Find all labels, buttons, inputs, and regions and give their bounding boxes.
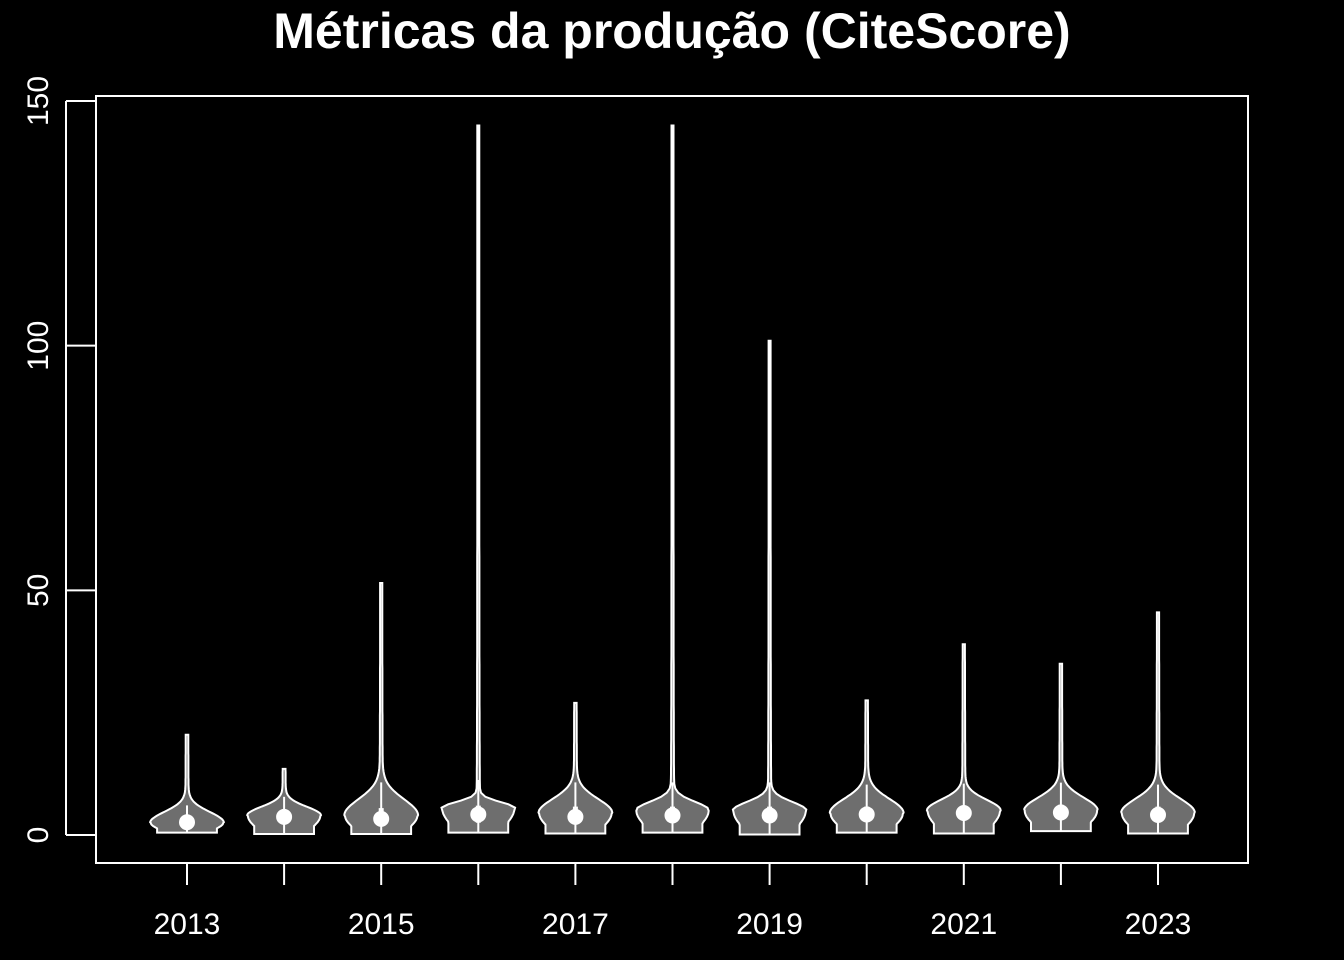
- median-point-2017: [567, 808, 584, 825]
- median-point-2016: [470, 806, 487, 823]
- median-point-2020: [858, 806, 875, 823]
- y-tick-label: 50: [22, 574, 55, 607]
- y-axis: 0 50 100 150: [22, 76, 96, 843]
- violin-2021: [925, 643, 1002, 835]
- y-tick-label: 0: [22, 827, 55, 844]
- violin-2023: [1120, 611, 1196, 835]
- median-point-2015: [373, 810, 390, 827]
- median-point-2022: [1052, 804, 1069, 821]
- x-axis: 2013 2015 2017 2019 2021 2023: [154, 862, 1192, 941]
- violin-2016: [440, 124, 517, 834]
- violins-group: [148, 124, 1196, 836]
- x-tick-label: 2013: [154, 908, 221, 941]
- x-tick-label: 2023: [1125, 908, 1192, 941]
- violin-2022: [1023, 662, 1099, 833]
- violin-2020: [828, 699, 905, 834]
- median-point-2023: [1150, 806, 1166, 823]
- violin-2015: [343, 582, 420, 835]
- violin-2018: [635, 124, 710, 834]
- y-tick-label: 150: [22, 76, 55, 126]
- x-tick-label: 2015: [348, 908, 415, 941]
- violin-2019: [731, 339, 808, 836]
- median-point-2014: [276, 808, 293, 825]
- chart-title: Métricas da produção (CiteScore): [273, 3, 1070, 59]
- x-tick-label: 2017: [542, 908, 609, 941]
- x-tick-label: 2019: [736, 908, 803, 941]
- violin-2013: [148, 733, 226, 834]
- median-point-2019: [761, 807, 778, 824]
- median-point-2013: [179, 814, 195, 831]
- median-point-2018: [664, 807, 681, 824]
- violin-2017: [537, 701, 614, 835]
- y-tick-label: 100: [22, 321, 55, 371]
- median-point-2021: [955, 804, 972, 821]
- x-tick-label: 2021: [930, 908, 997, 941]
